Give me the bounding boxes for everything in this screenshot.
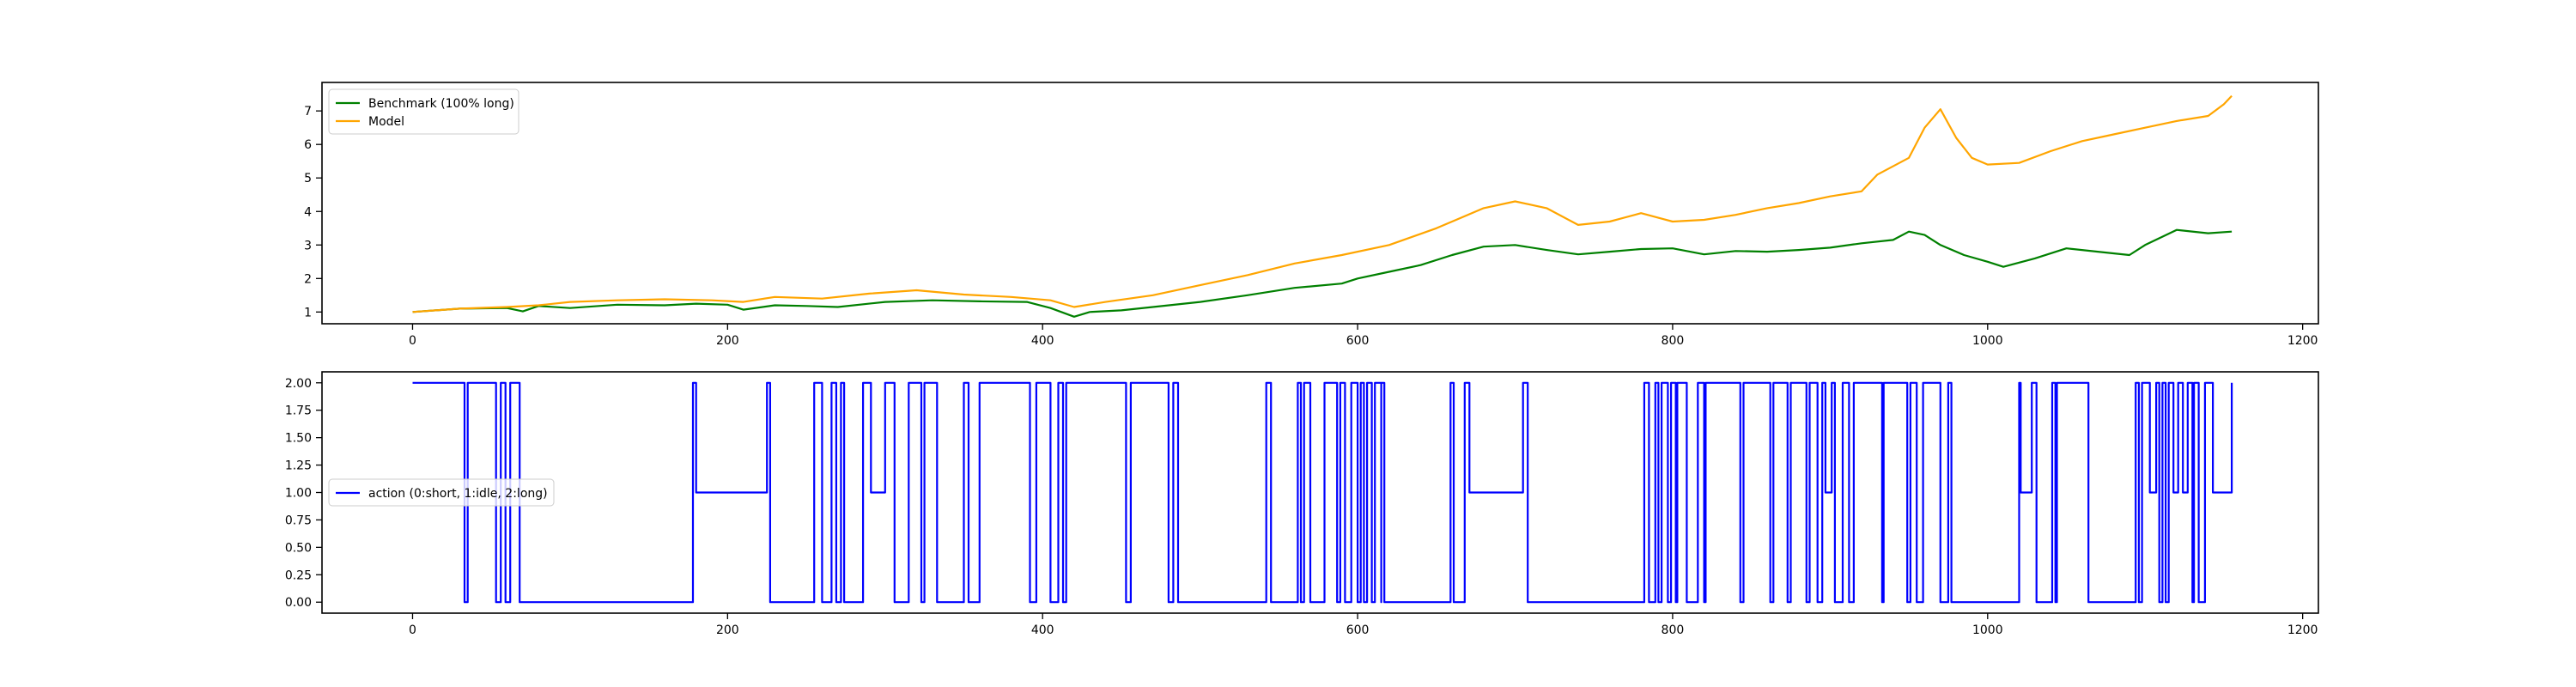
x-tick-label: 400 [1031, 334, 1054, 348]
x-tick-label: 600 [1346, 334, 1370, 348]
y-tick-label: 6 [304, 138, 312, 152]
y-tick-label: 0.25 [285, 568, 312, 582]
series-line-1 [412, 94, 2233, 313]
legend-box [328, 88, 519, 135]
legend-label: action (0:short, 1:idle, 2:long) [368, 487, 548, 501]
x-tick-label: 800 [1662, 623, 1685, 637]
top-chart-axes [321, 82, 2319, 325]
x-tick-label: 600 [1346, 623, 1370, 637]
x-tick-label: 0 [409, 623, 416, 637]
x-tick-label: 400 [1031, 623, 1054, 637]
y-tick-label: 3 [304, 239, 312, 252]
y-tick-label: 1.00 [285, 487, 312, 501]
y-tick-label: 7 [304, 105, 312, 119]
x-tick-label: 1200 [2287, 623, 2318, 637]
series-line-0 [412, 228, 2233, 318]
y-tick-label: 2.00 [285, 377, 312, 391]
y-tick-label: 5 [304, 172, 312, 185]
y-tick-label: 0.00 [285, 596, 312, 610]
y-tick-label: 1.25 [285, 459, 312, 473]
legend-label: Model [368, 115, 404, 129]
x-tick-label: 1200 [2287, 334, 2318, 348]
y-tick-label: 1.50 [285, 432, 312, 446]
bottom-chart-axes [321, 371, 2319, 614]
y-tick-label: 1.75 [285, 404, 312, 418]
bottom-chart-panel: 0 200 400 600 800 1000 1200 0.00 0.25 0.50 0.75 1.… [285, 371, 2319, 637]
y-tick-label: 1 [304, 306, 312, 319]
x-tick-label: 1000 [1972, 334, 2003, 348]
x-tick-label: 0 [409, 334, 416, 348]
series-line-0 [412, 381, 2233, 604]
x-tick-label: 200 [716, 623, 739, 637]
y-tick-label: 0.50 [285, 541, 312, 555]
y-tick-label: 0.75 [285, 514, 312, 527]
y-tick-label: 2 [304, 272, 312, 286]
x-tick-label: 800 [1662, 334, 1685, 348]
x-tick-label: 1000 [1972, 623, 2003, 637]
x-tick-label: 200 [716, 334, 739, 348]
legend-box [328, 478, 555, 507]
top-chart-panel: 0 200 400 600 800 1000 1200 1 2 3 4 5 6 7 Benchmark … [304, 82, 2319, 348]
legend-label: Benchmark (100% long) [368, 97, 514, 111]
y-tick-label: 4 [304, 205, 312, 219]
